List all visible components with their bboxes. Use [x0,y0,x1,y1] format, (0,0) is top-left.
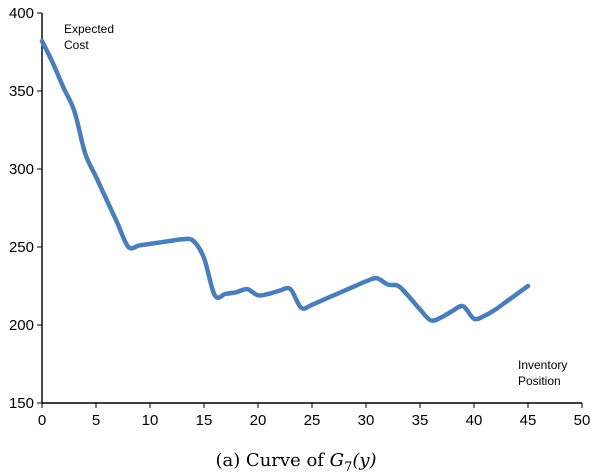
x-tick-label: 30 [358,412,375,429]
y-tick-label: 300 [9,161,34,178]
x-tick-label: 40 [466,412,483,429]
x-tick-label: 15 [196,412,213,429]
y-tick-label: 200 [9,317,34,334]
x-tick-label: 0 [38,412,46,429]
x-tick-label: 35 [412,412,429,429]
x-tick-label: 20 [250,412,267,429]
x-tick-label: 45 [520,412,537,429]
y-tick-label: 400 [9,5,34,22]
x-tick-label: 5 [92,412,100,429]
y-axis-label-line-2: Cost [64,38,89,52]
caption-subscript: 7 [344,460,352,475]
x-tick-label: 25 [304,412,321,429]
x-tick-label: 50 [574,412,591,429]
x-axis-label-line-2: Position [518,374,561,388]
plot-area: 0 5 10 15 20 25 30 35 40 45 50 150 200 250 300 350 400 [9,5,590,429]
figure-caption: (a) Curve of G7(y) [215,450,376,475]
caption-prefix: (a) Curve of [215,450,329,471]
y-axis-label-line-1: Expected [64,22,114,36]
y-tick-label: 250 [9,239,34,256]
caption-math: G [330,450,344,471]
x-axis-label-line-1: Inventory [518,358,567,372]
y-tick-label: 150 [9,395,34,412]
x-ticks: 0 5 10 15 20 25 30 35 40 45 50 [38,403,591,429]
y-tick-label: 350 [9,83,34,100]
x-tick-label: 10 [142,412,159,429]
y-ticks: 150 200 250 300 350 400 [9,5,42,412]
caption-arg: (y) [352,450,376,471]
series-line [39,38,531,323]
